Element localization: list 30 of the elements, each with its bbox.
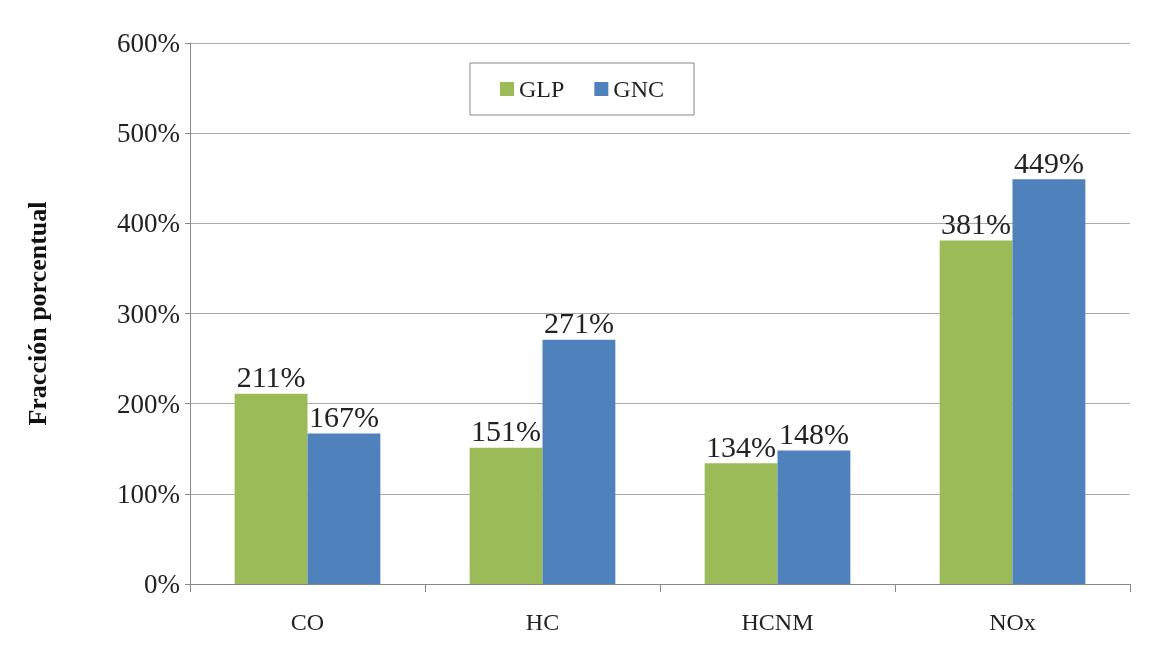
legend-label: GNC	[613, 76, 665, 102]
y-tick-label: 200%	[117, 388, 180, 419]
y-tick-label: 600%	[117, 28, 180, 58]
y-tick-label: 500%	[117, 118, 180, 149]
data-label: 151%	[471, 414, 542, 448]
data-label: 271%	[543, 306, 614, 340]
y-tick-label: 100%	[117, 478, 180, 509]
y-tick-label: 400%	[117, 208, 180, 239]
bar	[234, 393, 308, 584]
y-tick-label: 300%	[117, 298, 180, 329]
y-axis-title: Fracción porcentual	[22, 201, 52, 426]
x-tick-label: HC	[525, 609, 560, 635]
data-label: 211%	[236, 360, 306, 394]
bar	[777, 450, 851, 584]
bar	[469, 447, 543, 584]
bar	[1012, 179, 1086, 584]
bar	[542, 339, 616, 584]
data-label: 449%	[1013, 145, 1084, 179]
bar	[939, 240, 1013, 584]
y-tick-label: 0%	[144, 569, 180, 599]
data-label: 134%	[706, 429, 777, 463]
data-label: 167%	[308, 399, 379, 433]
bar	[704, 463, 778, 584]
x-tick-label: HCNM	[741, 609, 814, 635]
x-tick-label: CO	[290, 609, 325, 635]
data-label: 148%	[778, 417, 849, 451]
x-tick-label: NOx	[989, 609, 1036, 635]
data-label: 381%	[941, 206, 1012, 240]
legend-label: GLP	[518, 76, 565, 102]
bar	[307, 433, 381, 584]
